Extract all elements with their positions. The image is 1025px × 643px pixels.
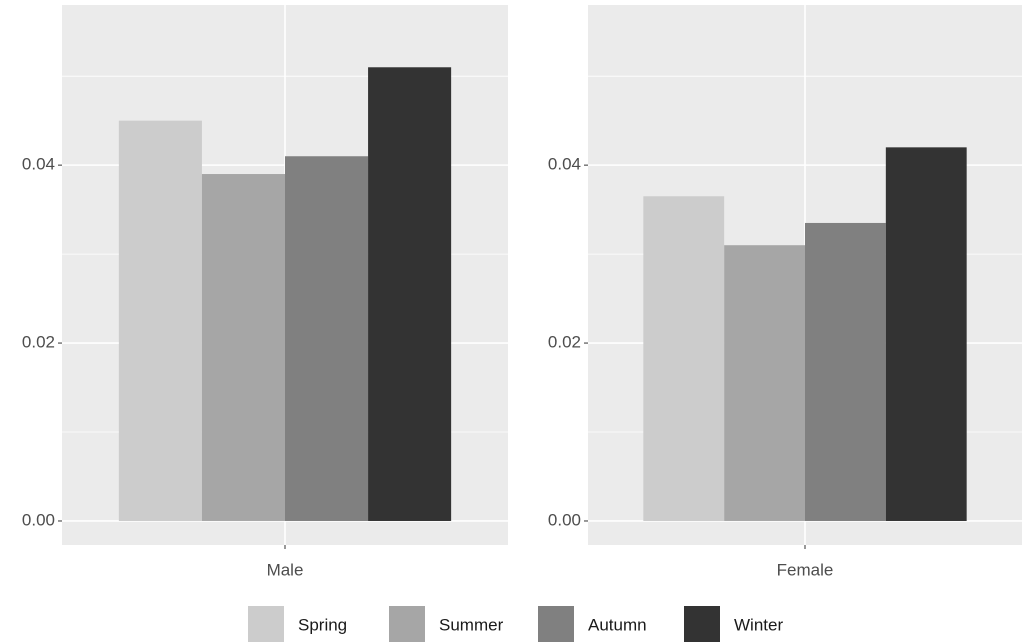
- legend-swatch: [538, 606, 574, 642]
- legend-swatch: [684, 606, 720, 642]
- y-tick-label: 0.00: [22, 510, 55, 529]
- y-tick-label: 0.02: [22, 333, 55, 352]
- bar: [118, 120, 202, 521]
- y-tick-label: 0.00: [548, 510, 581, 529]
- legend-text: Spring: [298, 615, 347, 634]
- bar: [724, 245, 805, 521]
- bar: [805, 222, 886, 521]
- legend-text: Autumn: [588, 615, 647, 634]
- bar: [201, 174, 285, 521]
- legend-text: Summer: [439, 615, 504, 634]
- y-tick-label: 0.02: [548, 333, 581, 352]
- y-tick-label: 0.04: [22, 155, 55, 174]
- legend-text: Winter: [734, 615, 783, 634]
- x-tick-label: Female: [777, 560, 834, 579]
- bar: [643, 196, 725, 521]
- x-tick-label: Male: [267, 560, 304, 579]
- legend-swatch: [248, 606, 284, 642]
- y-tick-label: 0.04: [548, 155, 581, 174]
- bar: [285, 156, 369, 521]
- bar: [368, 67, 452, 521]
- legend-swatch: [389, 606, 425, 642]
- bar: [885, 147, 967, 521]
